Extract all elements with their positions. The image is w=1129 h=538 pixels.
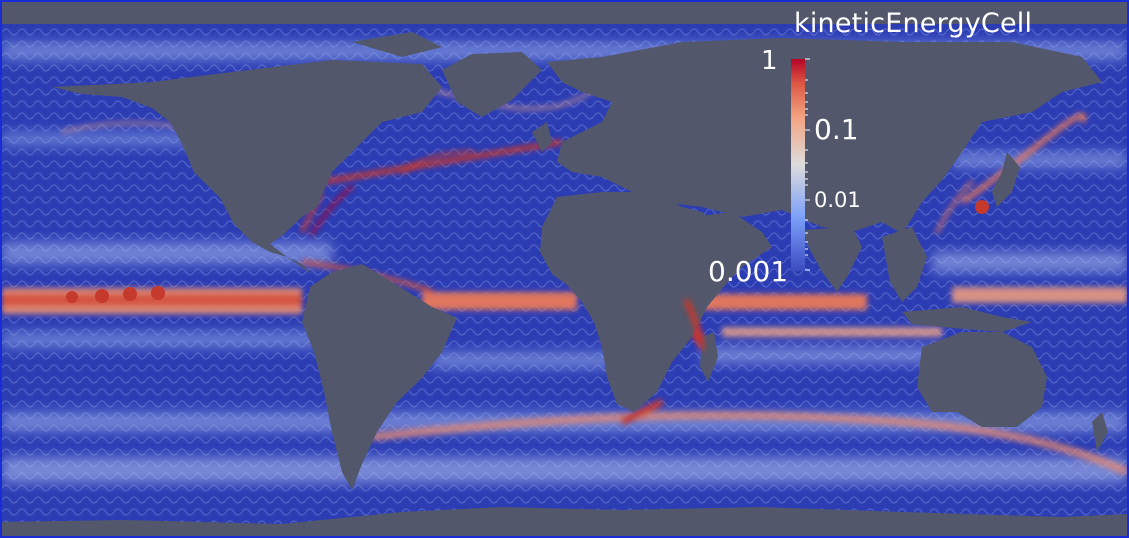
colorbar-title: kineticEnergyCell	[794, 8, 1032, 39]
colorbar-tick-label: 0.1	[814, 116, 859, 144]
colorbar-tick-label: 0.001	[708, 258, 788, 286]
colorbar-gradient	[791, 59, 805, 271]
colorbar-tick-label: 0.01	[814, 190, 861, 211]
colorbar-tick-label: 1	[761, 48, 778, 74]
